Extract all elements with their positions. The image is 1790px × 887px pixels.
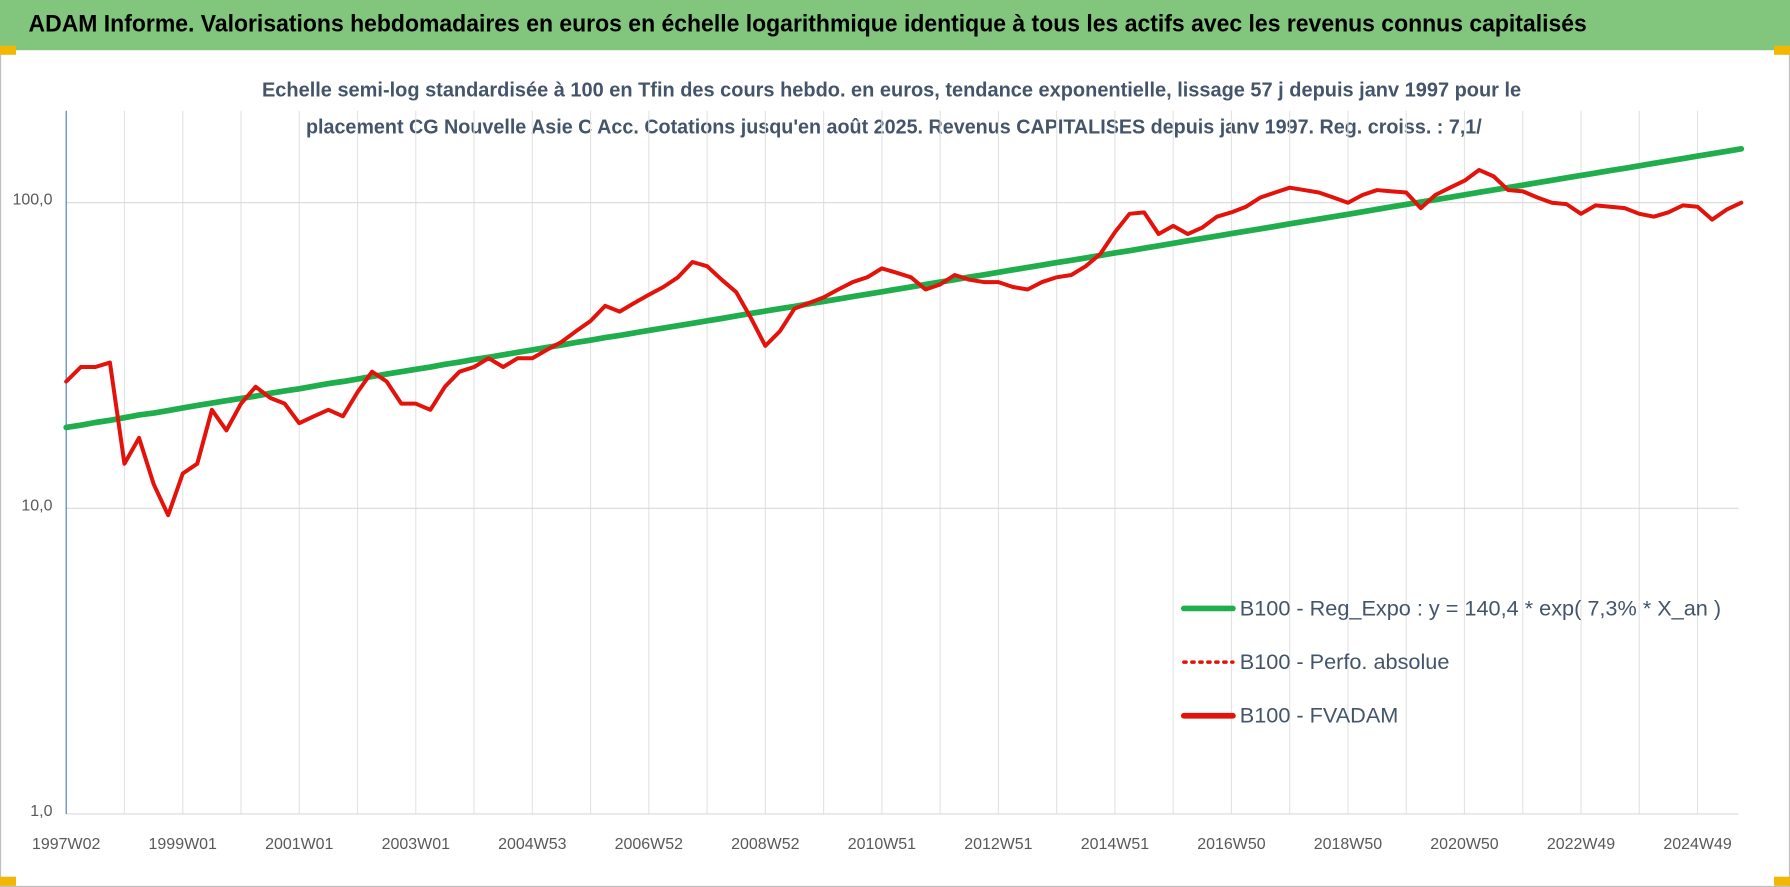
corner-mark: [1774, 876, 1790, 886]
x-tick-label: 2018W50: [1314, 836, 1382, 853]
y-tick-label: 1,0: [30, 803, 52, 820]
y-tick-label: 10,0: [21, 497, 52, 514]
header-band: [0, 0, 1790, 51]
x-tick-label: 2010W51: [848, 836, 916, 853]
legend-label: B100 - FVADAM: [1240, 703, 1399, 728]
corner-mark: [1774, 45, 1790, 55]
grid: 1997W02 1999W01 2001W01 2003W01 2004W53 2006W…: [13, 110, 1739, 853]
x-tick-label: 2004W53: [498, 836, 566, 853]
corner-mark: [0, 876, 16, 886]
corner-mark: [0, 45, 16, 55]
chart-subtitle: Echelle semi-log standardisée à 100 en T…: [262, 79, 1521, 102]
plot: [63, 146, 1745, 518]
y-tick-label: 100,0: [13, 192, 53, 209]
x-tick-label: 2014W51: [1081, 836, 1149, 853]
x-tick-label: 2012W51: [964, 836, 1032, 853]
chart-title: ADAM Informe. Valorisations hebdomadaire…: [29, 10, 1587, 37]
x-tick-label: 2001W01: [265, 836, 333, 853]
x-tick-label: 2008W52: [731, 836, 799, 853]
x-tick-label: 2024W49: [1663, 836, 1731, 853]
x-tick-label: 2020W50: [1430, 836, 1498, 853]
x-tick-label: 2006W52: [615, 836, 683, 853]
x-tick-label: 2003W01: [382, 836, 450, 853]
series-line: [64, 167, 1744, 518]
x-tick-label: 1999W01: [149, 836, 217, 853]
legend: B100 - Reg_Expo : y = 140,4 * exp( 7,3% …: [1180, 595, 1721, 728]
x-tick-label: 2022W49: [1547, 836, 1615, 853]
series-line: [63, 146, 1745, 431]
legend-label: B100 - Reg_Expo : y = 140,4 * exp( 7,3% …: [1240, 595, 1721, 620]
x-tick-label: 1997W02: [32, 836, 100, 853]
chart-subtitle: placement CG Nouvelle Asie C Acc. Cotati…: [306, 115, 1482, 138]
x-tick-label: 2016W50: [1197, 836, 1265, 853]
legend-label: B100 - Perfo. absolue: [1240, 649, 1450, 674]
